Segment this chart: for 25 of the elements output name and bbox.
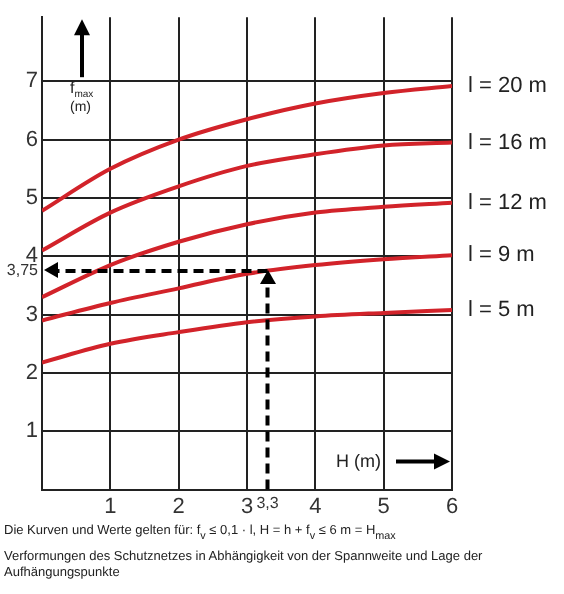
- y-tick-label: 2: [25, 361, 38, 386]
- line-series: [42, 140, 452, 253]
- x-tick-label: 1: [104, 494, 117, 519]
- line-series: [42, 84, 452, 213]
- series-label: l = 5 m: [468, 298, 535, 323]
- x-tick-label: 6: [445, 494, 459, 519]
- series-label: l = 12 m: [468, 190, 547, 215]
- y-tick-label: 7: [25, 69, 38, 94]
- series-label: l = 16 m: [468, 130, 547, 155]
- line-series: [42, 253, 452, 323]
- y-tick-label: 5: [25, 186, 38, 211]
- line-series: [42, 307, 452, 365]
- series-label: l = 9 m: [468, 243, 535, 268]
- y-tick-label: 3: [25, 302, 38, 327]
- y-tick-label: 3,75: [6, 261, 40, 280]
- x-axis-title: H (m): [336, 450, 381, 471]
- y-tick-label: 1: [25, 419, 38, 444]
- x-tick-label: 5: [377, 494, 390, 519]
- x-tick-label: 2: [172, 494, 185, 519]
- x-tick-label: 4: [309, 494, 322, 519]
- x-tick-label: 3,3: [256, 493, 280, 512]
- y-tick-label: 6: [25, 127, 38, 152]
- series-label: l = 20 m: [468, 74, 547, 99]
- line-series: [42, 200, 452, 300]
- x-tick-label: 3: [240, 494, 254, 519]
